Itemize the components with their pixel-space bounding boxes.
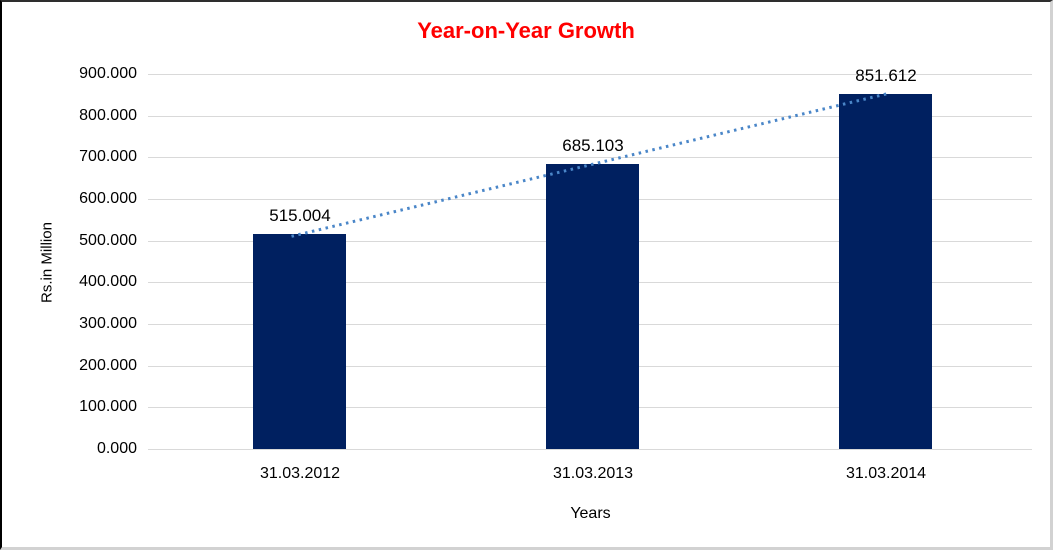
- x-axis-title: Years: [570, 505, 611, 522]
- chart-title: Year-on-Year Growth: [417, 18, 635, 43]
- x-axis-tick-label: 31.03.2013: [552, 465, 634, 482]
- y-axis-tick-label: 600.000: [79, 190, 137, 207]
- y-axis-tick-label: 900.000: [79, 65, 137, 82]
- bar-value-label: 685.103: [562, 136, 624, 155]
- bar-31.03.2013: [546, 164, 639, 449]
- y-axis-tick-label: 100.000: [79, 398, 137, 415]
- bar-value-label: 515.004: [269, 206, 331, 225]
- y-axis-tick-label: 700.000: [79, 148, 137, 165]
- y-axis-tick-label: 300.000: [79, 315, 137, 332]
- y-axis-tick-label: 200.000: [79, 357, 137, 374]
- gridline: [148, 449, 1032, 450]
- bar-31.03.2012: [253, 234, 346, 449]
- x-axis-tick-label: 31.03.2012: [259, 465, 341, 482]
- y-axis-tick-label: 400.000: [79, 273, 137, 290]
- y-axis-tick-label: 800.000: [79, 107, 137, 124]
- y-axis-tick-label: 0.000: [96, 440, 137, 457]
- bar-value-label: 851.612: [855, 66, 917, 85]
- gridline: [148, 74, 1032, 75]
- bar-31.03.2014: [839, 94, 932, 449]
- x-axis-tick-label: 31.03.2014: [845, 465, 927, 482]
- y-axis-tick-label: 500.000: [79, 232, 137, 249]
